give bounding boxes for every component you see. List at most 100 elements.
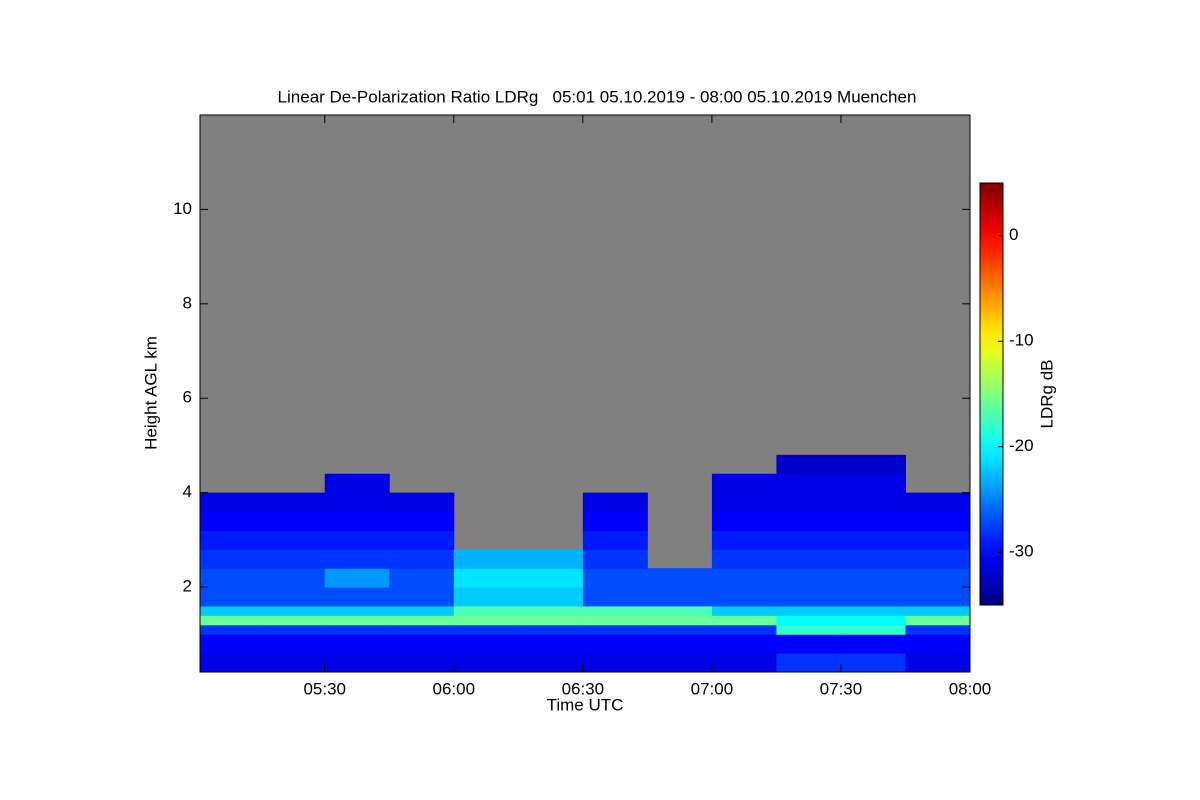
heatmap-cell [840, 511, 906, 531]
heatmap-cell [905, 587, 971, 607]
heatmap-cell [776, 511, 842, 531]
heatmap-cell [840, 530, 906, 550]
heatmap-cell [389, 549, 455, 569]
heatmap-cell [200, 615, 261, 626]
heatmap-cell [389, 624, 455, 635]
heatmap-cell [324, 605, 390, 616]
plot-frame [199, 114, 971, 673]
heatmap-cell [776, 615, 842, 626]
heatmap-cell [453, 634, 519, 654]
heatmap-cell [776, 454, 842, 475]
heatmap-cell [711, 530, 777, 550]
heatmap-cell [647, 605, 713, 616]
heatmap-cell [582, 568, 648, 588]
heatmap-cell [840, 605, 906, 616]
heatmap-cell [324, 624, 390, 635]
heatmap-cell [711, 511, 777, 531]
heatmap-cell [582, 634, 648, 654]
heatmap-cell [582, 605, 648, 616]
heatmap-cell [776, 568, 842, 588]
heatmap-cell [200, 624, 261, 635]
heatmap-cell [453, 568, 519, 588]
heatmap-cell [905, 605, 971, 616]
colorbar-label: LDRg dB [1037, 360, 1056, 429]
x-tick-label: 06:00 [433, 679, 476, 698]
heatmap-cell [582, 653, 648, 673]
heatmap-cell [905, 634, 971, 654]
heatmap-cell [200, 549, 261, 569]
heatmap-cell [518, 624, 584, 635]
heatmap-cell [647, 624, 713, 635]
heatmap-cell [840, 587, 906, 607]
heatmap-cell [582, 492, 648, 513]
heatmap-cell [324, 492, 390, 513]
x-tick-label: 08:00 [949, 679, 992, 698]
y-tick-label: 2 [183, 577, 192, 596]
heatmap-cell [200, 653, 261, 673]
heatmap-cell [453, 587, 519, 607]
heatmap-cell [200, 587, 261, 607]
heatmap-cell [324, 511, 390, 531]
heatmap-cell [776, 473, 842, 494]
x-tick-label: 06:30 [562, 679, 605, 698]
heatmap-cell [840, 653, 906, 673]
heatmap-cell [260, 530, 326, 550]
heatmap-cell [582, 615, 648, 626]
heatmap-cell [647, 653, 713, 673]
heatmap-cell [200, 605, 261, 616]
heatmap-cell [840, 615, 906, 626]
heatmap-cell [711, 549, 777, 569]
heatmap-cell [260, 587, 326, 607]
y-tick-label: 8 [183, 293, 192, 312]
heatmap-cell [647, 587, 713, 607]
colorbar [979, 182, 1004, 606]
heatmap-cell [200, 634, 261, 654]
heatmap-cell [324, 473, 390, 494]
chart-title: Linear De-Polarization Ratio LDRg 05:01 … [278, 87, 917, 106]
heatmap-cell [518, 568, 584, 588]
heatmap-cell [260, 605, 326, 616]
heatmap-cell [711, 492, 777, 513]
heatmap-cell [200, 568, 261, 588]
heatmap-cell [840, 492, 906, 513]
heatmap-cell [260, 492, 326, 513]
heatmap-cell [776, 549, 842, 569]
heatmap-cell [711, 624, 777, 635]
heatmap-cell [518, 653, 584, 673]
y-tick-label: 6 [183, 388, 192, 407]
heatmap-cell [582, 624, 648, 635]
heatmap-cell [200, 530, 261, 550]
heatmap-cell [711, 615, 777, 626]
heatmap-cell [389, 511, 455, 531]
x-tick-label: 07:00 [691, 679, 734, 698]
heatmap-cell [905, 653, 971, 673]
heatmap-cell [389, 615, 455, 626]
heatmap-cell [324, 634, 390, 654]
heatmap-cell [711, 568, 777, 588]
colorbar-tick-label: -20 [1009, 436, 1034, 455]
heatmap-cell [324, 530, 390, 550]
heatmap-cell [453, 624, 519, 635]
heatmap-cell [647, 615, 713, 626]
heatmap-cell [389, 530, 455, 550]
colorbar-tick-label: -30 [1009, 542, 1034, 561]
heatmap-cell [776, 530, 842, 550]
heatmap-cell [453, 549, 519, 569]
heatmap-cell [324, 615, 390, 626]
heatmap-cell [776, 492, 842, 513]
heatmap-cell [905, 530, 971, 550]
heatmap-cell [711, 634, 777, 654]
x-tick-label: 05:30 [303, 679, 346, 698]
heatmap-cell [905, 549, 971, 569]
heatmap-cell [905, 568, 971, 588]
heatmap-cell [905, 492, 971, 513]
heatmap-cell [647, 568, 713, 588]
heatmap-cell [776, 624, 842, 635]
heatmap-cell [840, 473, 906, 494]
heatmap-cell [582, 511, 648, 531]
heatmap-cell [905, 615, 971, 626]
y-tick-label: 4 [183, 482, 192, 501]
heatmap-cell [518, 615, 584, 626]
heatmap-cell [776, 605, 842, 616]
